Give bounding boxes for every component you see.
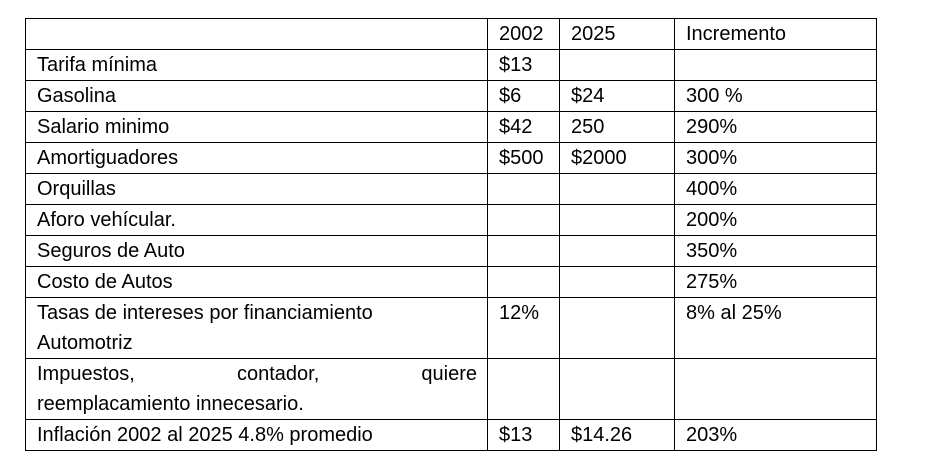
cell-increment: 8% al 25%: [674, 297, 877, 359]
cell-2025: [559, 173, 675, 205]
table-row: Seguros de Auto 350%: [25, 235, 877, 267]
cell-2025: [559, 235, 675, 267]
header-2025-cell: 2025: [559, 18, 675, 50]
cell-2002: $6: [487, 80, 560, 112]
header-label-cell: [25, 18, 488, 50]
table-row: Orquillas 400%: [25, 173, 877, 205]
cell-2002: 12%: [487, 297, 560, 359]
header-2002-cell: 2002: [487, 18, 560, 50]
cell-increment: 200%: [674, 204, 877, 236]
table-row: Tasas de intereses por financiamiento Au…: [25, 297, 877, 359]
header-row: 2002 2025 Incremento: [25, 18, 877, 50]
cell-2002: [487, 235, 560, 267]
cell-increment: [674, 49, 877, 81]
cell-increment: 300%: [674, 142, 877, 174]
row-label: Costo de Autos: [25, 266, 488, 298]
row-label-line: Automotriz: [37, 332, 133, 354]
cell-2025: [559, 204, 675, 236]
table-row: Tarifa mínima $13: [25, 49, 877, 81]
cell-increment: 290%: [674, 111, 877, 143]
row-label: Salario minimo: [25, 111, 488, 143]
cell-2002: [487, 204, 560, 236]
cell-2025: $14.26: [559, 419, 675, 451]
cell-2002: [487, 173, 560, 205]
cell-2002: $500: [487, 142, 560, 174]
row-label-line: Tasas de intereses por financiamiento: [37, 302, 373, 324]
cell-2025: $2000: [559, 142, 675, 174]
cell-2002: $13: [487, 49, 560, 81]
row-label: Tarifa mínima: [25, 49, 488, 81]
cell-2025: [559, 49, 675, 81]
row-label-line: Impuestos, contador, quiere: [37, 363, 477, 385]
cell-2025: [559, 297, 675, 359]
row-label: Tasas de intereses por financiamiento Au…: [25, 297, 488, 359]
table-row: Costo de Autos 275%: [25, 266, 877, 298]
cell-increment: 203%: [674, 419, 877, 451]
row-label: Inflación 2002 al 2025 4.8% promedio: [25, 419, 488, 451]
data-table: 2002 2025 Incremento Tarifa mínima $13 G…: [25, 18, 877, 451]
header-increment-cell: Incremento: [674, 18, 877, 50]
row-label: Seguros de Auto: [25, 235, 488, 267]
row-label: Orquillas: [25, 173, 488, 205]
cell-2002: [487, 358, 560, 420]
cell-2025: [559, 358, 675, 420]
table-row: Impuestos, contador, quiere reemplacamie…: [25, 358, 877, 420]
row-label: Aforo vehícular.: [25, 204, 488, 236]
cell-2002: [487, 266, 560, 298]
cell-2025: [559, 266, 675, 298]
cell-2025: 250: [559, 111, 675, 143]
cell-increment: 400%: [674, 173, 877, 205]
cell-increment: 350%: [674, 235, 877, 267]
cell-increment: 275%: [674, 266, 877, 298]
table-row: Amortiguadores $500 $2000 300%: [25, 142, 877, 174]
row-label: Gasolina: [25, 80, 488, 112]
cell-increment: [674, 358, 877, 420]
table-row: Gasolina $6 $24 300 %: [25, 80, 877, 112]
table-row: Inflación 2002 al 2025 4.8% promedio $13…: [25, 419, 877, 451]
cell-2025: $24: [559, 80, 675, 112]
table-row: Aforo vehícular. 200%: [25, 204, 877, 236]
cell-increment: 300 %: [674, 80, 877, 112]
row-label: Impuestos, contador, quiere reemplacamie…: [25, 358, 488, 420]
row-label: Amortiguadores: [25, 142, 488, 174]
row-label-line: reemplacamiento innecesario.: [37, 393, 304, 415]
cell-2002: $13: [487, 419, 560, 451]
table-row: Salario minimo $42 250 290%: [25, 111, 877, 143]
cell-2002: $42: [487, 111, 560, 143]
